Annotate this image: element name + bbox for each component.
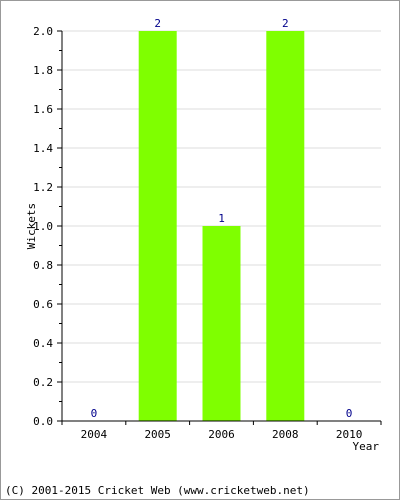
x-tick-label-2008: 2008 — [272, 428, 299, 441]
data-label-2010: 0 — [346, 407, 353, 420]
x-tick-label-2005: 2005 — [144, 428, 171, 441]
data-label-2004: 0 — [91, 407, 98, 420]
y-tick-label: 1.4 — [33, 142, 53, 155]
y-tick-label: 1.2 — [33, 181, 53, 194]
x-axis-title: Year — [353, 440, 380, 453]
y-tick-label: 0.0 — [33, 415, 53, 428]
data-label-2005: 2 — [154, 17, 161, 30]
bar-2005 — [138, 31, 177, 421]
data-label-2008: 2 — [282, 17, 289, 30]
data-label-2006: 1 — [218, 212, 225, 225]
y-axis-title: Wickets — [25, 203, 38, 249]
y-tick-label: 0.8 — [33, 259, 53, 272]
y-tick-label: 2.0 — [33, 25, 53, 38]
x-tick-label-2004: 2004 — [81, 428, 108, 441]
y-tick-label: 1.6 — [33, 103, 53, 116]
y-tick-label: 0.2 — [33, 376, 53, 389]
y-tick-label: 0.6 — [33, 298, 53, 311]
x-tick-label-2006: 2006 — [208, 428, 235, 441]
y-tick-label: 1.8 — [33, 64, 53, 77]
bar-2008 — [266, 31, 305, 421]
bar-2006 — [202, 226, 241, 421]
y-tick-label: 0.4 — [33, 337, 53, 350]
copyright-footer: (C) 2001-2015 Cricket Web (www.cricketwe… — [5, 484, 310, 497]
x-tick-label-2010: 2010 — [336, 428, 363, 441]
y-tick-label: 1.0 — [33, 220, 53, 233]
